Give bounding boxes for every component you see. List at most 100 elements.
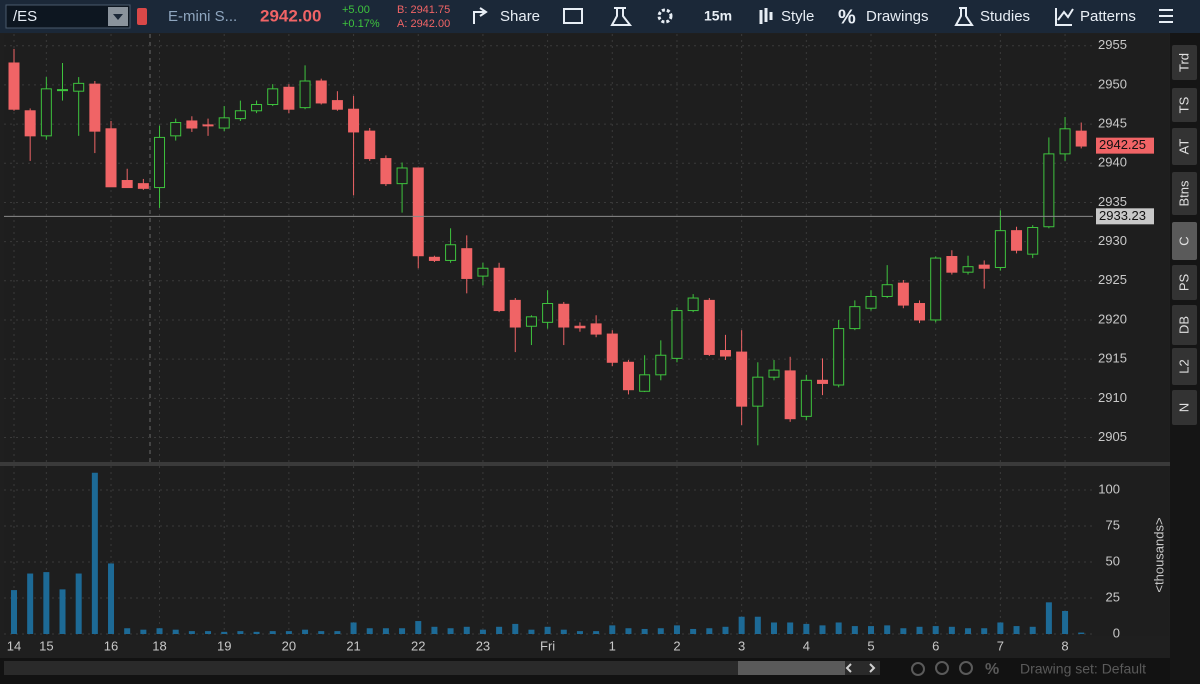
candle-body [73, 82, 85, 92]
scroll-arrows[interactable] [845, 663, 876, 673]
link-icon[interactable] [137, 8, 147, 25]
candle-body [186, 120, 198, 129]
candle-body [364, 130, 376, 160]
pane-divider [0, 462, 1170, 466]
scrollbar-track[interactable] [4, 661, 880, 675]
volume-bar [172, 629, 179, 634]
candle-body [930, 257, 942, 321]
side-tab[interactable] [1172, 265, 1197, 300]
candle-body [897, 282, 909, 306]
volume-bar [1029, 626, 1036, 634]
candle-body [849, 306, 861, 330]
candle-body [331, 100, 343, 110]
volume-bar [221, 631, 228, 634]
side-tab-label[interactable]: PS [1176, 274, 1191, 292]
volume-bar [609, 625, 616, 634]
candle-body [1059, 128, 1071, 155]
candle-body [655, 354, 667, 376]
side-tab-label-group: PS [1176, 274, 1191, 292]
side-tab[interactable] [1172, 172, 1197, 215]
candle-body [703, 299, 715, 355]
side-tab[interactable] [1172, 128, 1197, 165]
share-icon[interactable] [473, 7, 488, 24]
volume-bar [738, 616, 745, 634]
x-tick-label: 1 [609, 638, 616, 653]
interval-button[interactable]: 15m [704, 8, 732, 24]
y-tick-label: 2935 [1098, 194, 1127, 209]
side-tab[interactable] [1172, 390, 1197, 425]
flask-icon[interactable] [610, 7, 633, 26]
volume-bar [560, 629, 567, 634]
side-tab[interactable] [1172, 45, 1197, 80]
y-tick-label: 50 [1106, 553, 1120, 568]
x-tick-label: 19 [217, 638, 231, 653]
side-tab-label[interactable]: TS [1176, 96, 1191, 113]
percent-icon[interactable]: % [985, 661, 999, 678]
side-tab[interactable] [1172, 222, 1197, 260]
price-pane [4, 34, 1169, 462]
side-tab-label[interactable]: N [1176, 403, 1191, 412]
settings-icon[interactable] [657, 8, 673, 24]
candle-body [202, 124, 214, 127]
drawings-button[interactable]: Drawings [866, 8, 929, 25]
zoom-in-icon[interactable] [935, 661, 949, 675]
candle-body [865, 295, 877, 309]
volume-bar [27, 573, 34, 634]
volume-bar [576, 631, 583, 634]
candle-body [525, 316, 537, 327]
candle-body [251, 104, 263, 112]
x-tick-label: 18 [152, 638, 166, 653]
side-tab[interactable] [1172, 305, 1197, 345]
volume-bar [463, 626, 470, 634]
snapshot-icon[interactable] [563, 8, 583, 24]
drawing-set[interactable]: Drawing set: Default [1020, 661, 1146, 677]
y-tick-label: 25 [1106, 589, 1120, 604]
candle-body [315, 80, 327, 104]
style-icon[interactable] [759, 8, 773, 24]
side-tab-label-group: AT [1176, 139, 1191, 155]
volume-bar [673, 625, 680, 634]
studies-icon[interactable] [954, 7, 974, 26]
volume-bar [657, 628, 664, 634]
side-tab-label[interactable]: AT [1176, 139, 1191, 155]
volume-bar [819, 625, 826, 634]
studies-button[interactable]: Studies [980, 8, 1030, 25]
volume-bar [156, 628, 163, 634]
volume-bar [512, 623, 519, 634]
volume-bar [884, 625, 891, 634]
x-tick-label: 21 [346, 638, 360, 653]
symbol-box[interactable] [5, 4, 131, 29]
volume-bar [690, 628, 697, 634]
zoom-out-icon[interactable] [959, 661, 973, 675]
side-tab[interactable] [1172, 348, 1197, 385]
scrollbar-thumb[interactable] [738, 661, 845, 675]
dropdown-arrow [113, 14, 123, 20]
volume-bar [1062, 610, 1069, 634]
candle-body [784, 370, 796, 420]
side-tab-label[interactable]: Trd [1176, 53, 1191, 72]
volume-bar [706, 628, 713, 634]
symbol[interactable]: /ES [13, 8, 37, 25]
side-tab-label[interactable]: Btns [1176, 180, 1191, 207]
volume-bar [108, 563, 115, 634]
drawings-icon[interactable]: % [838, 6, 856, 28]
pan-icon[interactable] [911, 662, 925, 676]
patterns-button[interactable]: Patterns [1080, 8, 1136, 25]
side-tab[interactable] [1172, 88, 1197, 122]
y-tick-label: 2950 [1098, 76, 1127, 91]
candle-body [137, 183, 149, 189]
y-tick-label: 75 [1106, 517, 1120, 532]
volume-bar [641, 628, 648, 634]
side-tab-label[interactable]: DB [1176, 316, 1191, 334]
side-tab-label[interactable]: C [1176, 236, 1191, 245]
candle-body [461, 248, 473, 279]
volume-bar [932, 626, 939, 634]
style-button[interactable]: Style [781, 8, 814, 25]
patterns-icon[interactable] [1055, 8, 1074, 26]
volume-bar [754, 616, 761, 634]
menu-icon[interactable] [1159, 9, 1173, 23]
side-tab-label[interactable]: L2 [1176, 359, 1191, 373]
share-button[interactable]: Share [500, 8, 540, 25]
candle-body [509, 299, 521, 328]
candle-body [154, 136, 166, 189]
